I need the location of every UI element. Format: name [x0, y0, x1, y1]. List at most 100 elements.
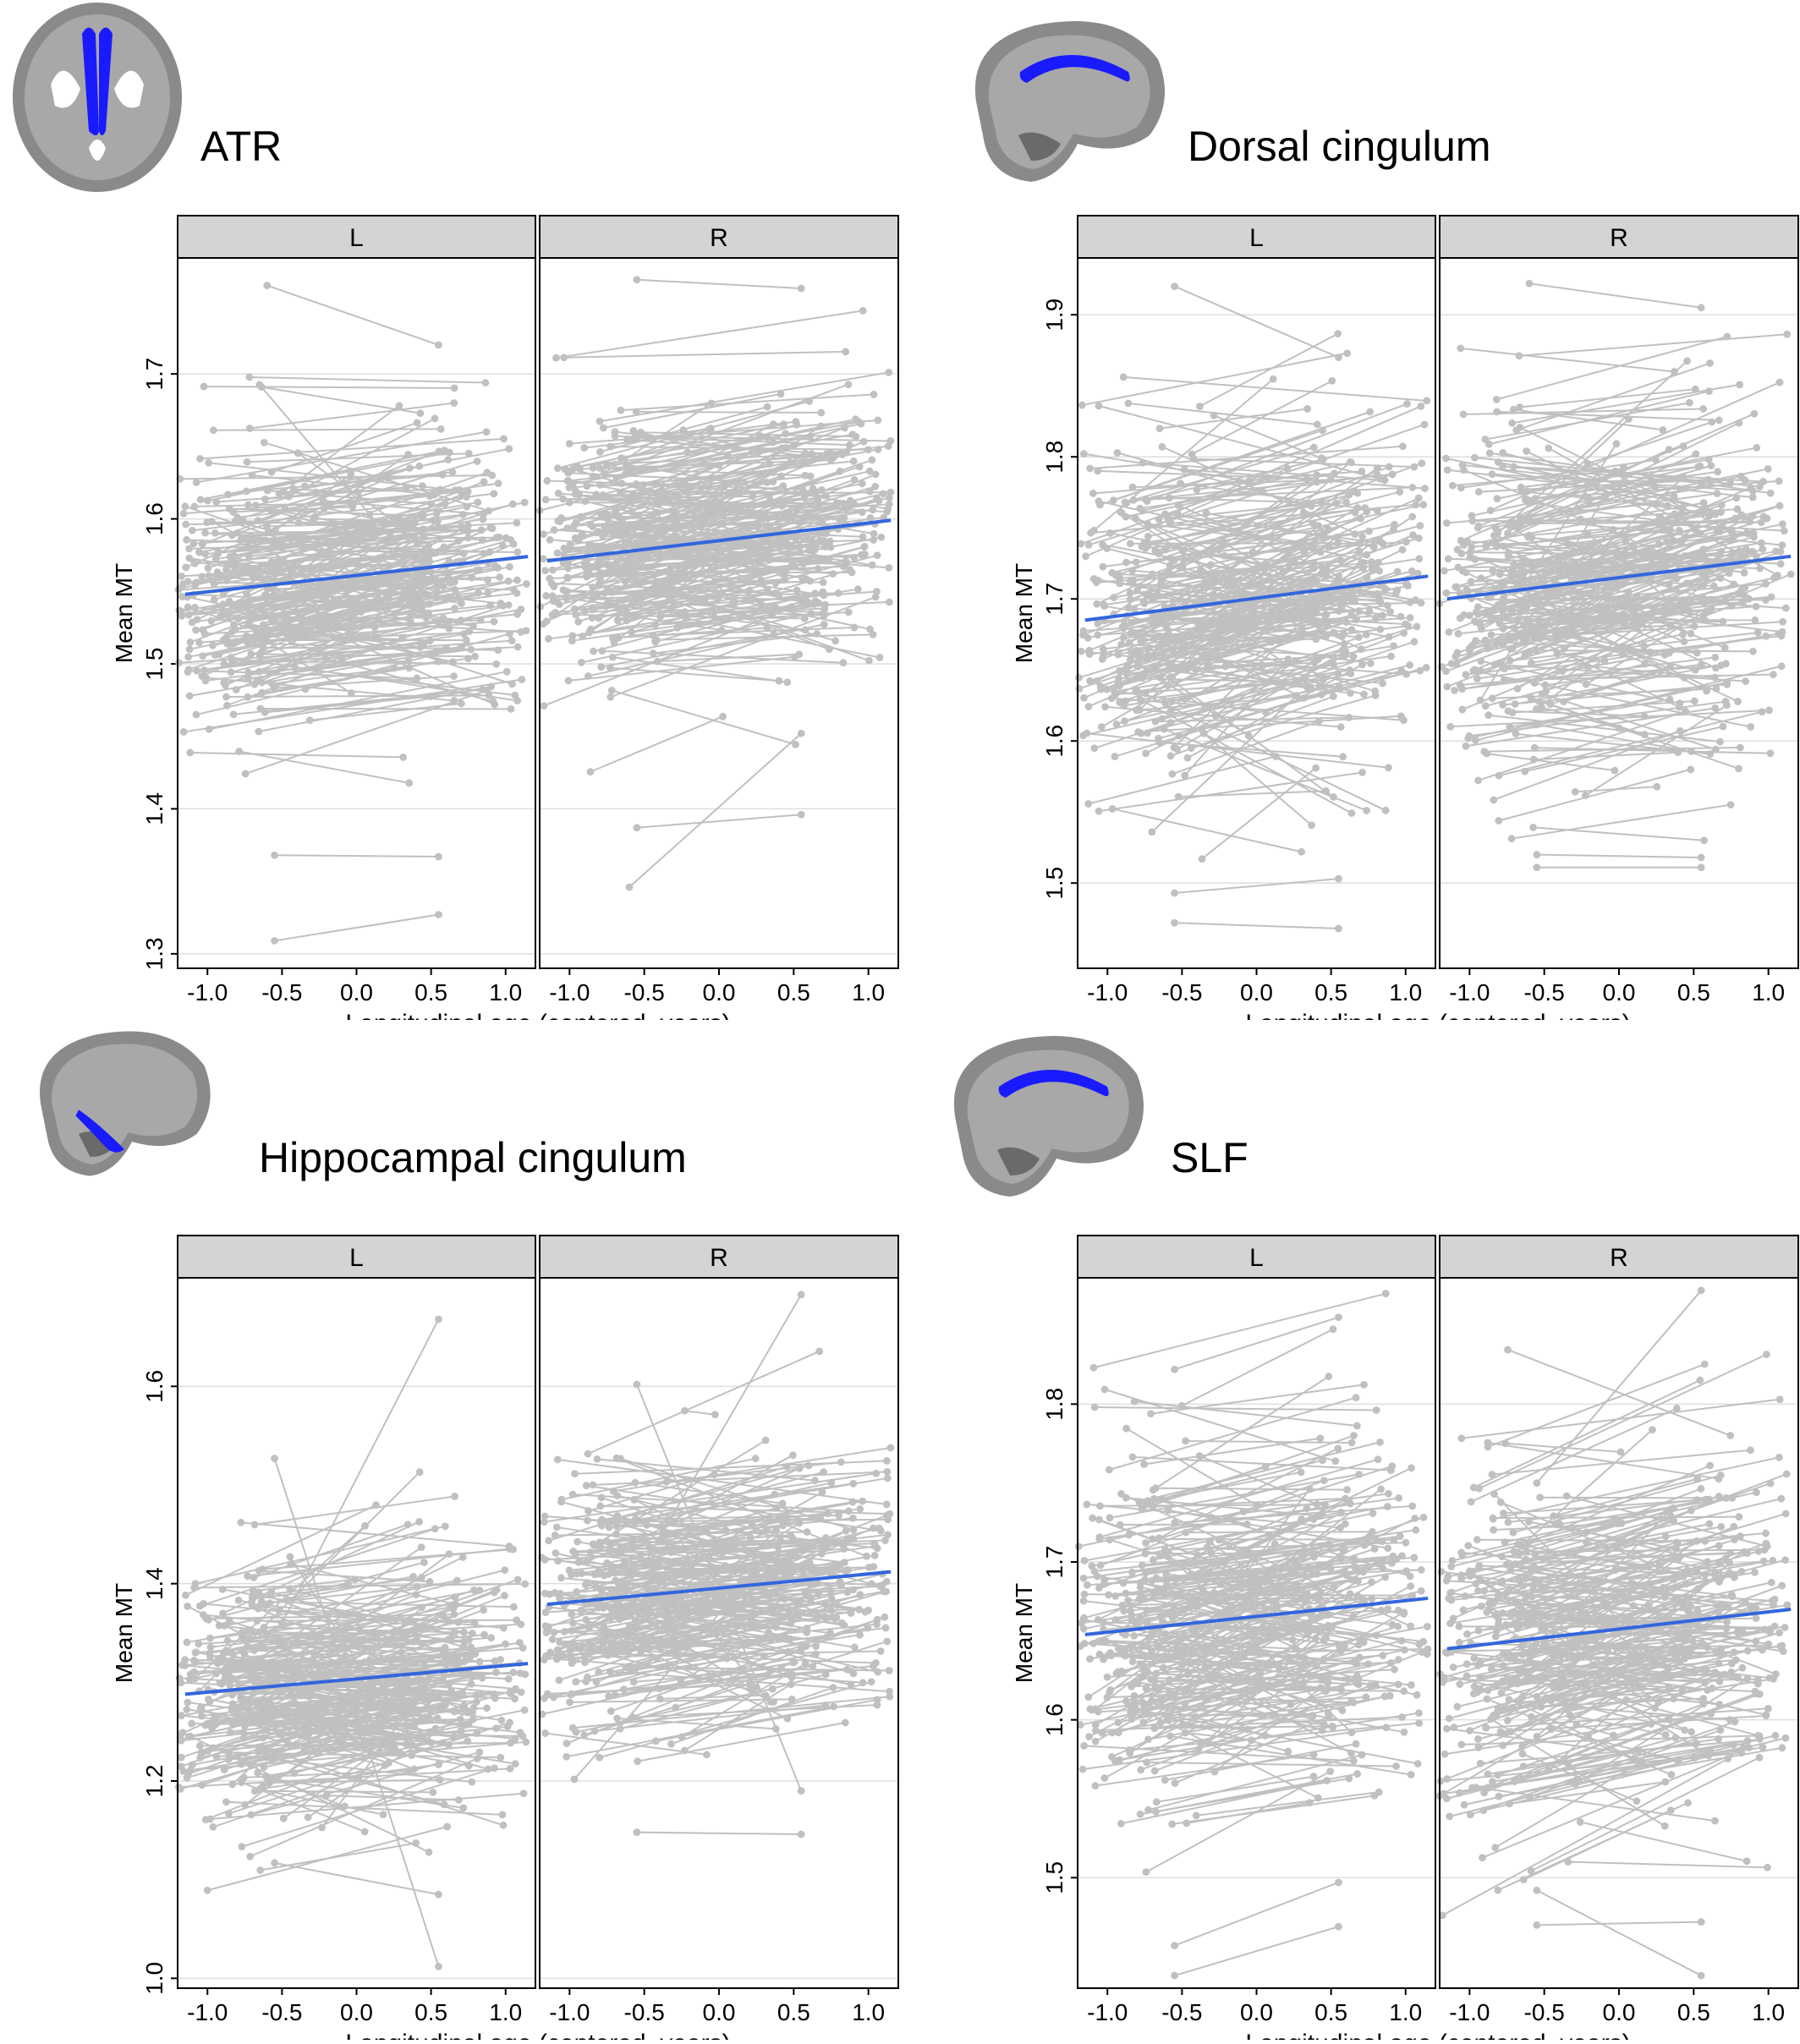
trajectory-point	[1523, 652, 1528, 658]
trajectory-point	[464, 504, 469, 510]
trajectory-point	[441, 1648, 447, 1654]
trajectory-point	[763, 1438, 769, 1444]
trajectory-point	[1517, 425, 1523, 430]
trajectory-point	[416, 1519, 422, 1525]
trajectory-point	[601, 425, 606, 431]
trajectory-point	[1516, 353, 1522, 359]
trajectory-point	[831, 1615, 837, 1621]
trajectory-point	[1102, 704, 1108, 710]
trajectory-point	[1476, 489, 1482, 495]
trajectory-point	[777, 678, 782, 684]
trajectory-point	[572, 606, 578, 612]
trajectory-point	[671, 552, 677, 558]
x-tick-label: 0.0	[340, 1999, 373, 2025]
trajectory-point	[446, 1742, 452, 1748]
trajectory-point	[477, 1750, 483, 1756]
trajectory-point	[584, 572, 590, 578]
trajectory-point	[1495, 496, 1501, 501]
trajectory-point	[1459, 707, 1465, 713]
trajectory-point	[1344, 350, 1350, 356]
trajectory-point	[1380, 612, 1386, 618]
trajectory-point	[1720, 724, 1726, 730]
trajectory-point	[1753, 604, 1759, 610]
trajectory-point	[217, 1623, 222, 1629]
trajectory-point	[1626, 589, 1632, 595]
trajectory-point	[1382, 478, 1388, 484]
trajectory-point	[206, 565, 211, 571]
trajectory-point	[767, 1518, 773, 1524]
trajectory-point	[771, 1699, 777, 1705]
trajectory-point	[803, 1661, 809, 1667]
trajectory-point	[870, 1663, 876, 1669]
trajectory-point	[1377, 1439, 1383, 1445]
trajectory-point	[1748, 485, 1754, 490]
trajectory-point	[1700, 568, 1706, 574]
trajectory-point	[888, 1445, 894, 1451]
trajectory-point	[1409, 514, 1415, 520]
trajectory-point	[607, 444, 613, 450]
trajectory-point	[627, 1623, 633, 1629]
trajectory-point	[1707, 360, 1713, 366]
trajectory-point	[541, 1519, 547, 1525]
trajectory-point	[1091, 528, 1097, 534]
trajectory-point	[1500, 450, 1506, 456]
trajectory-point	[191, 504, 197, 510]
y-tick-label: 1.5	[1041, 867, 1067, 900]
trajectory-point	[518, 1670, 524, 1676]
trajectory-point	[1194, 487, 1200, 493]
trajectory-point	[189, 1721, 195, 1727]
trajectory-point	[1380, 681, 1386, 687]
trajectory-point	[257, 1867, 263, 1873]
trajectory-point	[568, 1611, 574, 1617]
trajectory-point	[281, 1816, 287, 1822]
trajectory-point	[490, 699, 496, 704]
trajectory-point	[272, 1723, 278, 1729]
trajectory-point	[1086, 704, 1092, 710]
x-tick-label: 0.5	[777, 979, 810, 1006]
chart-title: Hippocampal cingulum	[259, 1134, 687, 1181]
trajectory-point	[1078, 541, 1084, 547]
trajectory-point	[1096, 808, 1102, 814]
trajectory-point	[867, 489, 873, 495]
trajectory-point	[1523, 448, 1529, 454]
trajectory-point	[579, 660, 584, 666]
trajectory-point	[822, 602, 828, 608]
trajectory-point	[780, 1523, 786, 1529]
trajectory-point	[206, 460, 211, 466]
trajectory-point	[860, 534, 866, 540]
trajectory-point	[1769, 595, 1775, 600]
trajectory-point	[562, 467, 568, 473]
trajectory-point	[195, 1641, 201, 1647]
trajectory-point	[1776, 479, 1782, 485]
trajectory-point	[1777, 503, 1783, 509]
trajectory-point	[1138, 697, 1144, 703]
trajectory-point	[1086, 1734, 1092, 1740]
trajectory-point	[783, 1512, 789, 1518]
trajectory-point	[564, 525, 570, 531]
trajectory-point	[510, 1547, 516, 1553]
trajectory-point	[425, 543, 431, 549]
trajectory-point	[1294, 693, 1300, 699]
trajectory-point	[1759, 519, 1764, 525]
y-tick-label: 1.5	[141, 648, 167, 681]
trajectory-point	[1374, 566, 1380, 572]
trajectory-point	[1359, 534, 1365, 540]
trajectory-point	[1722, 644, 1728, 650]
x-tick-label: -1.0	[187, 1999, 228, 2025]
trajectory-point	[198, 496, 204, 502]
trajectory-point	[855, 586, 861, 592]
trajectory-point	[882, 1537, 888, 1543]
trajectory-point	[794, 422, 800, 428]
trajectory-point	[1125, 401, 1131, 407]
trajectory-point	[1309, 822, 1314, 828]
trajectory-point	[1693, 386, 1698, 392]
trajectory-point	[427, 1717, 433, 1723]
trajectory-point	[206, 1696, 211, 1702]
trajectory-point	[235, 530, 241, 536]
trajectory-point	[1123, 560, 1129, 566]
trajectory-point	[1470, 518, 1476, 524]
trajectory-point	[1189, 452, 1195, 458]
trajectory-point	[668, 1549, 674, 1555]
trajectory-point	[464, 638, 469, 644]
trajectory-point	[1490, 568, 1495, 574]
